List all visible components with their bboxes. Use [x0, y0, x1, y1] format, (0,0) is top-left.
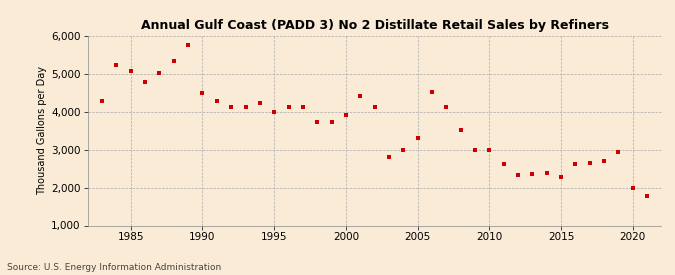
Point [97, 98, 107, 103]
Point [599, 159, 610, 163]
Point [512, 173, 523, 178]
Point [240, 105, 251, 110]
Point [484, 147, 495, 152]
Point [140, 79, 151, 84]
Point [154, 71, 165, 76]
Point [312, 120, 323, 125]
Text: Source: U.S. Energy Information Administration: Source: U.S. Energy Information Administ… [7, 263, 221, 272]
Point [455, 128, 466, 133]
Point [642, 194, 653, 198]
Point [126, 68, 136, 73]
Point [383, 155, 394, 160]
Point [197, 90, 208, 95]
Point [298, 105, 308, 110]
Point [441, 104, 452, 109]
Point [369, 104, 380, 109]
Point [111, 63, 122, 67]
Point [254, 101, 265, 105]
Point [398, 147, 408, 152]
Point [326, 120, 337, 124]
Y-axis label: Thousand Gallons per Day: Thousand Gallons per Day [37, 66, 47, 195]
Point [355, 94, 366, 98]
Point [340, 113, 351, 118]
Point [269, 109, 279, 114]
Point [427, 89, 437, 94]
Point [183, 43, 194, 47]
Point [412, 136, 423, 141]
Point [556, 175, 566, 179]
Point [211, 99, 222, 103]
Title: Annual Gulf Coast (PADD 3) No 2 Distillate Retail Sales by Refiners: Annual Gulf Coast (PADD 3) No 2 Distilla… [140, 19, 609, 32]
Point [283, 104, 294, 109]
Point [627, 185, 638, 190]
Point [498, 161, 509, 166]
Point [225, 105, 236, 109]
Point [541, 170, 552, 175]
Point [527, 172, 538, 176]
Point [613, 150, 624, 155]
Point [470, 148, 481, 153]
Point [585, 161, 595, 166]
Point [168, 59, 179, 63]
Point [570, 162, 580, 167]
